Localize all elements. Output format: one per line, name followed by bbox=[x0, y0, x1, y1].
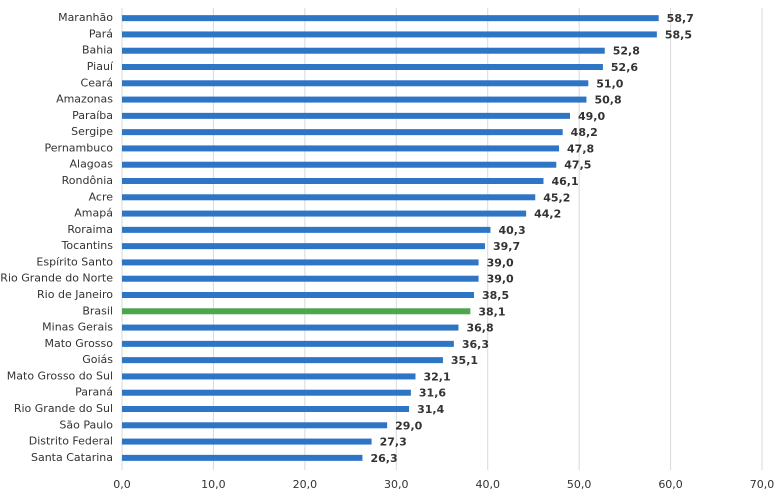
y-tick-label: Pará bbox=[89, 27, 113, 40]
y-tick-label: Sergipe bbox=[71, 125, 113, 138]
y-tick-label: Maranhão bbox=[58, 11, 113, 24]
y-tick-label: Mato Grosso do Sul bbox=[7, 369, 113, 382]
bar bbox=[122, 15, 659, 22]
y-tick-label: Amapá bbox=[74, 207, 113, 220]
y-tick-label: Mato Grosso bbox=[45, 337, 114, 350]
value-label: 58,7 bbox=[667, 12, 694, 25]
y-tick-label: São Paulo bbox=[59, 418, 113, 431]
x-tick-label: 20,0 bbox=[293, 478, 318, 491]
y-tick-label: Rio de Janeiro bbox=[37, 288, 113, 301]
x-tick-label: 50,0 bbox=[567, 478, 592, 491]
value-label: 58,5 bbox=[665, 28, 692, 41]
value-label: 39,0 bbox=[487, 273, 514, 286]
x-tick-label: 70,0 bbox=[750, 478, 775, 491]
value-label: 35,1 bbox=[451, 354, 478, 367]
bar bbox=[122, 438, 372, 445]
y-tick-label: Piauí bbox=[87, 60, 114, 73]
y-tick-label: Brasil bbox=[82, 304, 113, 317]
bar bbox=[122, 178, 544, 184]
bar bbox=[122, 194, 536, 201]
y-tick-label: Espírito Santo bbox=[36, 255, 113, 268]
bar bbox=[122, 145, 560, 152]
y-tick-label: Minas Gerais bbox=[42, 321, 113, 334]
value-label: 39,0 bbox=[487, 256, 514, 269]
y-tick-label: Alagoas bbox=[69, 158, 113, 171]
y-tick-label: Ceará bbox=[81, 76, 113, 89]
bar bbox=[122, 112, 570, 119]
bar bbox=[122, 47, 605, 54]
value-label: 48,2 bbox=[571, 126, 598, 139]
bar bbox=[122, 406, 410, 412]
value-label: 36,8 bbox=[466, 322, 493, 335]
bar bbox=[122, 96, 587, 103]
value-label: 38,1 bbox=[478, 305, 505, 318]
value-label: 47,5 bbox=[564, 159, 591, 172]
value-label: 27,3 bbox=[380, 436, 407, 449]
y-tick-label: Paraná bbox=[75, 386, 113, 399]
bar bbox=[122, 129, 563, 136]
value-label: 52,8 bbox=[613, 45, 640, 58]
value-label: 44,2 bbox=[534, 208, 561, 221]
value-label: 51,0 bbox=[596, 77, 623, 90]
value-label: 49,0 bbox=[578, 110, 605, 123]
bar bbox=[122, 226, 491, 233]
y-tick-label: Roraima bbox=[67, 223, 113, 236]
bar bbox=[122, 324, 459, 331]
value-label: 26,3 bbox=[370, 452, 397, 465]
bar bbox=[122, 31, 657, 38]
value-label: 47,8 bbox=[567, 142, 594, 155]
y-tick-label: Acre bbox=[89, 190, 114, 203]
bar bbox=[122, 275, 479, 282]
bar bbox=[122, 373, 416, 380]
y-tick-label: Paraíba bbox=[72, 109, 113, 122]
y-tick-label: Bahia bbox=[82, 44, 113, 57]
x-tick-label: 10,0 bbox=[201, 478, 226, 491]
bar bbox=[122, 389, 411, 396]
y-tick-label: Distrito Federal bbox=[29, 435, 113, 448]
value-label: 29,0 bbox=[395, 419, 422, 432]
bar bbox=[122, 210, 527, 217]
y-tick-label: Rio Grande do Norte bbox=[0, 272, 113, 285]
value-label: 40,3 bbox=[498, 224, 525, 237]
bar bbox=[122, 308, 471, 315]
y-tick-label: Amazonas bbox=[56, 93, 113, 106]
y-tick-label: Santa Catarina bbox=[31, 451, 113, 464]
y-tick-label: Tocantins bbox=[61, 239, 114, 252]
value-label: 32,1 bbox=[423, 370, 450, 383]
x-tick-label: 30,0 bbox=[384, 478, 409, 491]
y-tick-label: Goiás bbox=[82, 353, 113, 366]
bar bbox=[122, 357, 443, 364]
bar bbox=[122, 422, 388, 429]
x-tick-label: 40,0 bbox=[475, 478, 500, 491]
value-label: 31,6 bbox=[419, 387, 446, 400]
value-label: 45,2 bbox=[543, 191, 570, 204]
x-tick-label: 0,0 bbox=[113, 478, 131, 491]
value-label: 52,6 bbox=[611, 61, 638, 74]
bar bbox=[122, 80, 589, 87]
value-label: 36,3 bbox=[462, 338, 489, 351]
bar bbox=[122, 340, 454, 347]
value-label: 38,5 bbox=[482, 289, 509, 302]
bar bbox=[122, 64, 603, 70]
y-tick-label: Rio Grande do Sul bbox=[14, 402, 113, 415]
bar bbox=[122, 259, 479, 266]
value-label: 50,8 bbox=[594, 94, 621, 107]
y-tick-label: Pernambuco bbox=[45, 141, 114, 154]
value-label: 46,1 bbox=[551, 175, 578, 188]
bar bbox=[122, 292, 474, 298]
y-tick-label: Rondônia bbox=[62, 174, 113, 187]
value-label: 39,7 bbox=[493, 240, 520, 253]
bar bbox=[122, 454, 363, 461]
value-label: 31,4 bbox=[417, 403, 444, 416]
bar bbox=[122, 243, 485, 250]
bar bbox=[122, 161, 557, 168]
x-tick-label: 60,0 bbox=[658, 478, 683, 491]
